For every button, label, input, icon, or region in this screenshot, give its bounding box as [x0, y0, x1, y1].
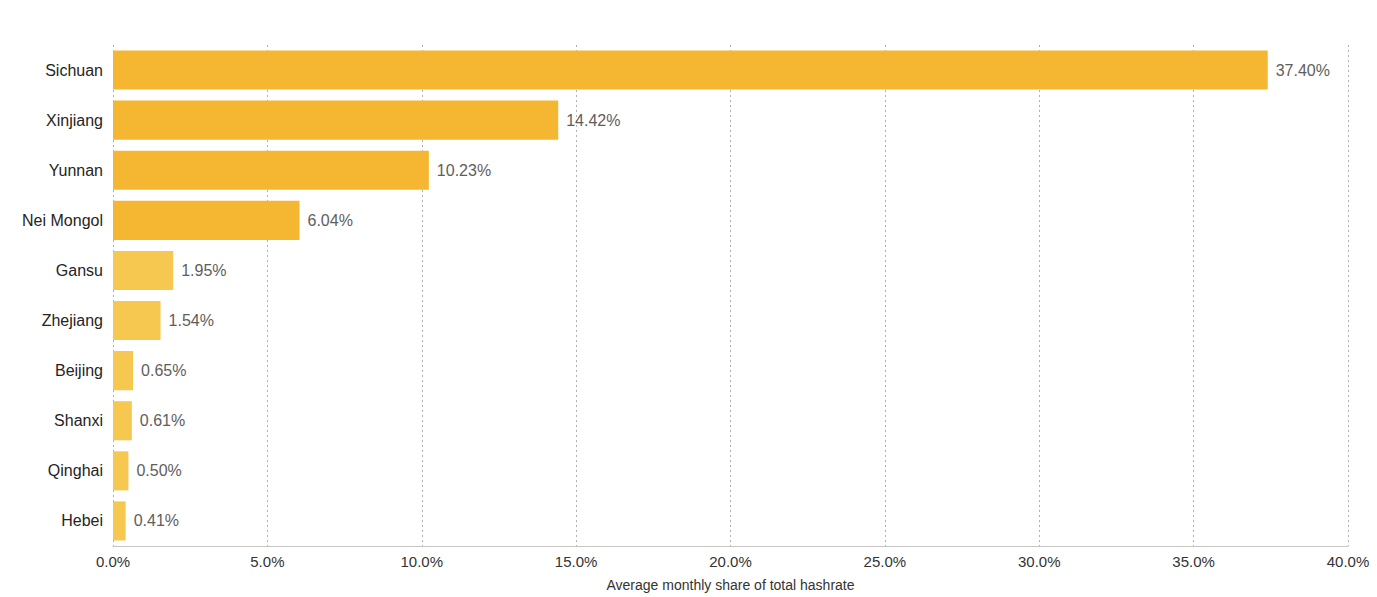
- svg-text:15.0%: 15.0%: [555, 553, 598, 570]
- svg-text:6.04%: 6.04%: [307, 212, 352, 229]
- svg-text:Gansu: Gansu: [56, 262, 103, 279]
- svg-text:Sichuan: Sichuan: [45, 62, 103, 79]
- svg-text:0.50%: 0.50%: [136, 462, 181, 479]
- svg-text:10.23%: 10.23%: [437, 162, 491, 179]
- svg-text:Yunnan: Yunnan: [49, 162, 103, 179]
- svg-text:0.41%: 0.41%: [134, 512, 179, 529]
- svg-text:Beijing: Beijing: [55, 362, 103, 379]
- svg-text:40.0%: 40.0%: [1327, 553, 1370, 570]
- svg-text:0.61%: 0.61%: [140, 412, 185, 429]
- svg-text:0.0%: 0.0%: [96, 553, 130, 570]
- svg-text:1.95%: 1.95%: [181, 262, 226, 279]
- svg-text:25.0%: 25.0%: [864, 553, 907, 570]
- svg-text:30.0%: 30.0%: [1018, 553, 1061, 570]
- svg-text:Shanxi: Shanxi: [54, 412, 103, 429]
- svg-text:Zhejiang: Zhejiang: [42, 312, 103, 329]
- svg-text:35.0%: 35.0%: [1172, 553, 1215, 570]
- svg-text:14.42%: 14.42%: [566, 112, 620, 129]
- svg-text:0.65%: 0.65%: [141, 362, 186, 379]
- svg-text:37.40%: 37.40%: [1276, 62, 1330, 79]
- svg-text:Nei Mongol: Nei Mongol: [22, 212, 103, 229]
- svg-text:10.0%: 10.0%: [400, 553, 443, 570]
- svg-text:20.0%: 20.0%: [709, 553, 752, 570]
- svg-text:1.54%: 1.54%: [169, 312, 214, 329]
- svg-text:Hebei: Hebei: [61, 512, 103, 529]
- svg-text:5.0%: 5.0%: [250, 553, 284, 570]
- svg-text:Xinjiang: Xinjiang: [46, 112, 103, 129]
- svg-text:Average monthly share of total: Average monthly share of total hashrate: [606, 577, 854, 593]
- svg-text:Qinghai: Qinghai: [48, 462, 103, 479]
